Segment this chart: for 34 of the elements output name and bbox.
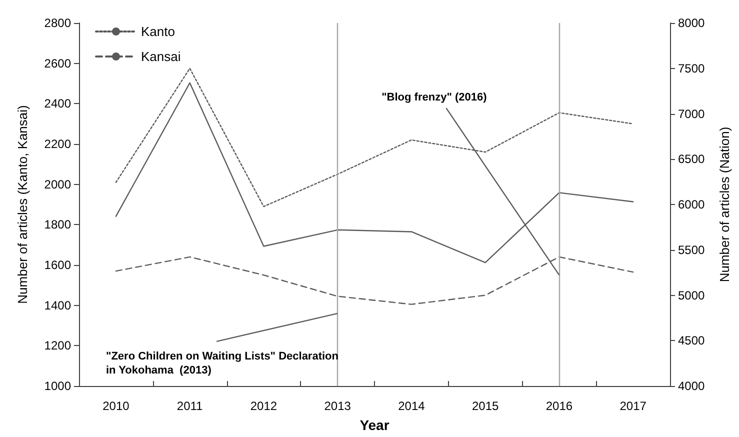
- y2-axis-title: Number of articles (Nation): [717, 126, 732, 282]
- x-tick-label: 2011: [176, 399, 204, 413]
- x-tick-label: 2013: [324, 399, 352, 413]
- y-tick-label: 1600: [44, 258, 72, 272]
- x-tick-label: 2012: [250, 399, 278, 413]
- y-tick-label: 1000: [44, 379, 72, 393]
- y-tick-label: 2000: [44, 177, 72, 192]
- y-tick-label: 2600: [44, 56, 72, 70]
- y-tick-label: 1800: [44, 218, 72, 232]
- y2-tick-label: 7000: [678, 106, 706, 121]
- x-tick-label: 2014: [398, 399, 426, 413]
- y-tick-label: 1200: [44, 338, 72, 353]
- y2-tick-label: 8000: [678, 16, 706, 30]
- y-tick-label: 2800: [44, 16, 72, 30]
- annotation: "Zero Children on Waiting Lists" Declaration in Yokohama (2013): [106, 350, 342, 376]
- x-axis-title: Year: [360, 417, 390, 433]
- x-tick-label: 2016: [546, 399, 573, 413]
- y2-tick-label: 4500: [678, 334, 706, 348]
- x-tick-label: 2010: [102, 399, 130, 413]
- legend-label: Kansai: [141, 49, 181, 64]
- y2-tick-label: 7500: [678, 61, 706, 76]
- y-tick-label: 2200: [44, 137, 72, 151]
- y-axis-title: Number of articles (Kanto, Kansai): [15, 105, 30, 304]
- y-tick-label: 2400: [44, 96, 72, 111]
- y2-tick-label: 6000: [678, 198, 706, 212]
- y2-tick-label: 5500: [678, 242, 706, 257]
- y2-tick-label: 5000: [678, 288, 706, 302]
- x-tick-label: 2015: [472, 399, 499, 413]
- y2-tick-label: 6500: [678, 152, 706, 166]
- x-tick-label: 2017: [620, 399, 647, 413]
- legend-label: Kanto: [141, 24, 175, 39]
- y-tick-label: 1400: [44, 298, 72, 312]
- annotation: "Blog frenzy" (2016): [382, 92, 488, 104]
- y2-tick-label: 4000: [678, 379, 706, 393]
